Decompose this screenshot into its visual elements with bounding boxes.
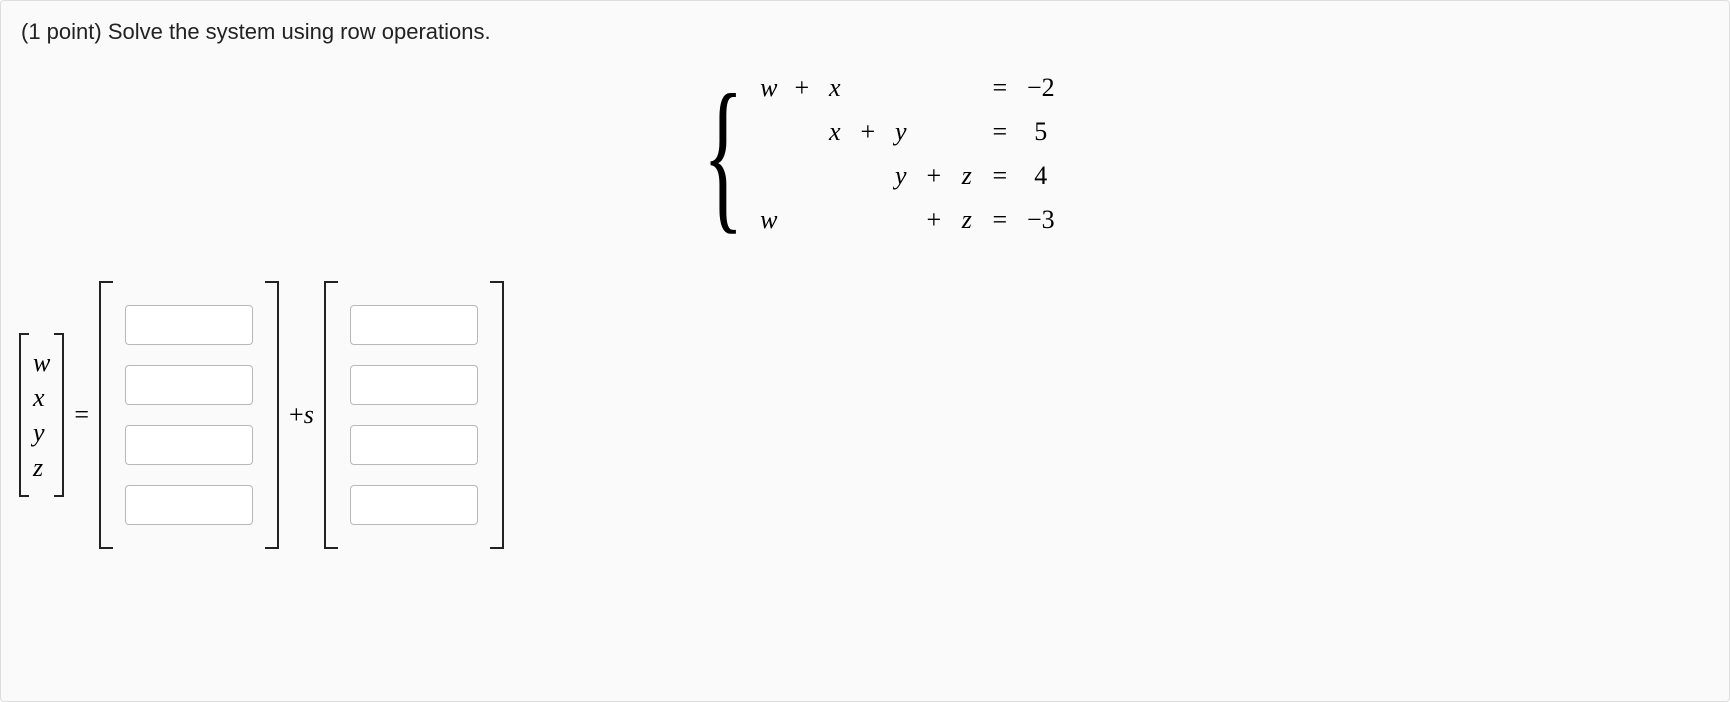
var-z: z <box>33 450 50 485</box>
homogeneous-input-1[interactable] <box>350 305 478 345</box>
eq-cell: + <box>854 117 882 147</box>
eq-cell: + <box>920 161 948 191</box>
plus-s-label: +s <box>289 400 314 430</box>
eq-cell: 4 <box>1014 161 1068 191</box>
var-w: w <box>33 345 50 380</box>
eq-cell: = <box>986 205 1014 235</box>
variable-vector: w x y z <box>23 339 60 491</box>
eq-cell: −2 <box>1014 73 1068 103</box>
particular-input-4[interactable] <box>125 485 253 525</box>
var-y: y <box>33 415 50 450</box>
eq-cell: 5 <box>1014 117 1068 147</box>
eq-cell: + <box>788 73 816 103</box>
homogeneous-input-4[interactable] <box>350 485 478 525</box>
problem-container: (1 point) Solve the system using row ope… <box>0 0 1730 702</box>
equals-sign: = <box>74 400 89 430</box>
homogeneous-input-3[interactable] <box>350 425 478 465</box>
eq-cell: x <box>816 117 854 147</box>
homogeneous-vector <box>328 283 500 547</box>
equation-system-inner: { w + x = −2 x + y = 5 <box>662 73 1068 235</box>
homogeneous-input-2[interactable] <box>350 365 478 405</box>
prompt-body: Solve the system using row operations. <box>108 19 491 44</box>
eq-cell: z <box>948 161 986 191</box>
equation-system: { w + x = −2 x + y = 5 <box>21 73 1709 235</box>
particular-input-2[interactable] <box>125 365 253 405</box>
eq-cell: = <box>986 161 1014 191</box>
particular-input-1[interactable] <box>125 305 253 345</box>
eq-cell: = <box>986 117 1014 147</box>
equation-grid: w + x = −2 x + y = 5 <box>750 73 1068 235</box>
eq-cell: −3 <box>1014 205 1068 235</box>
eq-cell: x <box>816 73 854 103</box>
var-x: x <box>33 380 50 415</box>
eq-cell: w <box>750 205 788 235</box>
answer-row: w x y z = +s <box>23 283 1709 547</box>
eq-cell: z <box>948 205 986 235</box>
eq-cell: y <box>882 117 920 147</box>
particular-input-3[interactable] <box>125 425 253 465</box>
particular-vector <box>103 283 275 547</box>
points-label: (1 point) <box>21 19 102 44</box>
left-brace: { <box>703 78 744 231</box>
eq-cell: = <box>986 73 1014 103</box>
eq-cell: + <box>920 205 948 235</box>
prompt-text: (1 point) Solve the system using row ope… <box>21 19 1709 45</box>
eq-cell: w <box>750 73 788 103</box>
eq-cell: y <box>882 161 920 191</box>
